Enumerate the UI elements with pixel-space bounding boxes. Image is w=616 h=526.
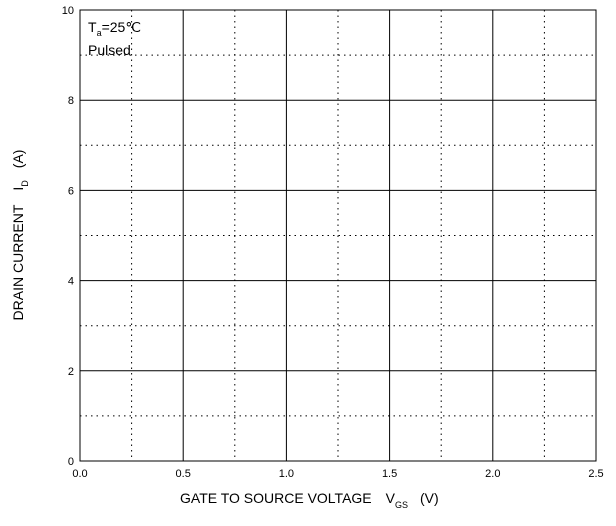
x-tick-label: 1.5 (382, 468, 397, 480)
temperature-subscript: a (96, 28, 102, 38)
y-axis-symbol: I (10, 186, 26, 191)
x-tick-label: 2.5 (588, 468, 603, 480)
y-tick-label: 2 (68, 366, 74, 378)
y-axis-label: DRAIN CURRENT ID (A) (10, 149, 30, 321)
y-tick-label: 8 (68, 95, 74, 107)
temperature-annotation: Ta=25℃ (88, 17, 141, 40)
condition-annotation: Ta=25℃ Pulsed (88, 17, 141, 61)
x-tick-label: 0.0 (72, 468, 87, 480)
y-axis-unit: (A) (10, 149, 26, 169)
y-tick-label: 4 (68, 276, 74, 288)
y-tick-label: 0 (68, 456, 74, 468)
x-tick-label: 2.0 (485, 468, 500, 480)
x-tick-label: 0.5 (176, 468, 191, 480)
y-axis-label-text: DRAIN CURRENT (10, 204, 26, 321)
x-axis-subscript: GS (394, 500, 408, 510)
y-tick-label: 10 (62, 5, 74, 17)
x-axis-label-text: GATE TO SOURCE VOLTAGE (180, 490, 372, 506)
x-axis-label: GATE TO SOURCE VOLTAGE VGS (V) (180, 490, 439, 510)
plot-frame (79, 9, 597, 462)
temperature-value: =25℃ (101, 19, 142, 35)
x-tick-label: 1.0 (279, 468, 294, 480)
x-axis-unit: (V) (420, 490, 439, 506)
x-axis-symbol: V (385, 490, 395, 506)
pulsed-annotation: Pulsed (88, 42, 131, 58)
temperature-symbol: T (88, 19, 97, 35)
y-tick-label: 6 (68, 185, 74, 197)
y-axis-subscript: D (20, 180, 30, 187)
